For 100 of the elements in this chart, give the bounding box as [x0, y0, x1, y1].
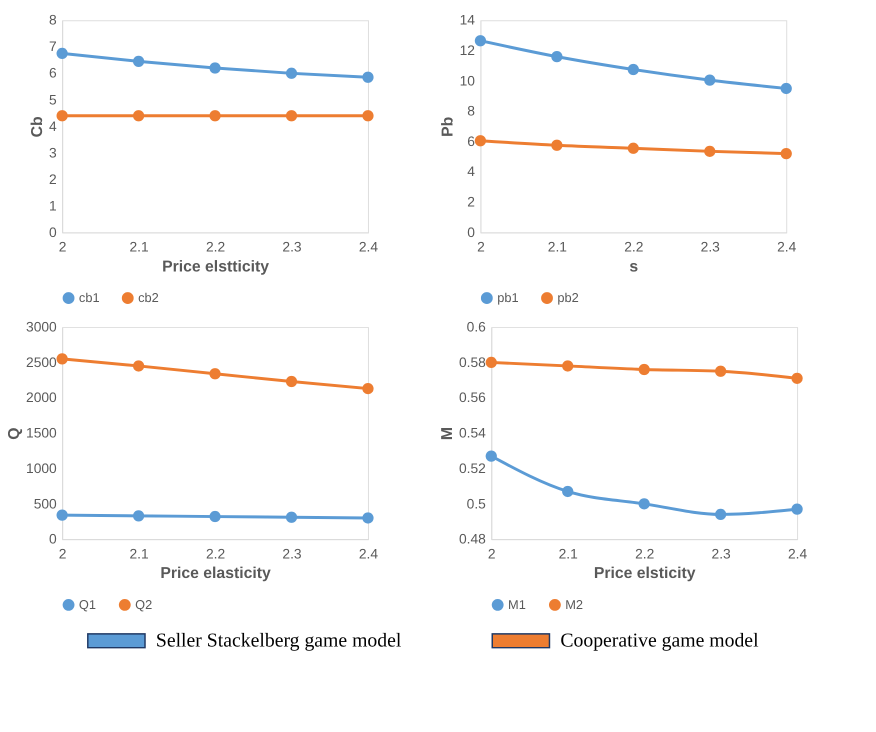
y-tick-label: 14 — [460, 12, 476, 28]
legend-label: Seller Stackelberg game model — [156, 630, 402, 652]
point — [56, 48, 68, 60]
legend-label: pb1 — [497, 290, 519, 306]
point — [791, 372, 803, 384]
point — [780, 148, 792, 160]
y-tick-label: 0 — [49, 224, 58, 240]
legend-label: pb2 — [557, 290, 579, 306]
y-tick-label: 0.58 — [458, 354, 486, 370]
y-axis-title: Pb — [440, 116, 457, 137]
y-axis-title: M — [439, 427, 456, 440]
x-tick-label: 2.2 — [206, 238, 226, 255]
point — [286, 376, 298, 388]
x-tick-label: 2.3 — [282, 238, 302, 255]
y-tick-label: 4 — [49, 118, 58, 134]
y-tick-label: 3000 — [26, 318, 58, 335]
point — [474, 35, 486, 46]
x-tick-label: 2.3 — [700, 238, 720, 255]
y-tick-label: 6 — [467, 132, 476, 149]
y-tick-label: 1500 — [26, 424, 58, 441]
point — [486, 450, 497, 462]
point — [704, 74, 716, 86]
x-tick-label: 2.4 — [358, 545, 378, 562]
point — [551, 140, 562, 151]
point — [209, 62, 221, 74]
point — [562, 360, 574, 372]
y-tick-label: 0.56 — [458, 389, 486, 406]
point — [628, 64, 639, 76]
y-tick-label: 2 — [49, 170, 57, 187]
x-tick-label: 2.4 — [788, 545, 808, 562]
y-tick-label: 2000 — [26, 389, 58, 406]
point — [562, 486, 574, 498]
x-axis-title: Price elsticity — [594, 565, 696, 582]
point — [780, 82, 792, 94]
y-tick-label: 0 — [467, 224, 476, 240]
point — [132, 360, 144, 372]
legend-label: cb1 — [78, 290, 100, 306]
y-axis-title: Cb — [29, 116, 46, 138]
legend-label: Q1 — [78, 596, 96, 612]
y-tick-label: 0.6 — [466, 318, 486, 335]
y-tick-label: 4 — [467, 163, 476, 180]
y-tick-label: 10 — [460, 72, 476, 88]
point — [791, 504, 803, 515]
y-tick-label: 0.5 — [466, 495, 486, 512]
x-tick-label: 2.3 — [282, 545, 302, 562]
x-tick-label: 2.1 — [558, 545, 578, 562]
point — [715, 366, 726, 377]
point — [56, 510, 68, 521]
x-axis-title: Price elasticity — [160, 565, 271, 582]
y-axis-title: Q — [6, 427, 24, 440]
point — [209, 368, 221, 380]
point — [474, 135, 486, 146]
legend-label: cb2 — [138, 290, 159, 306]
x-tick-label: 2.2 — [624, 238, 644, 255]
point — [286, 110, 298, 122]
x-tick-label: 2.2 — [206, 545, 226, 562]
y-tick-label: 2 — [467, 194, 475, 210]
point — [132, 56, 144, 67]
point — [715, 508, 726, 520]
legend-label: M1 — [508, 596, 526, 612]
point — [132, 510, 144, 522]
point — [486, 356, 497, 368]
y-tick-label: 12 — [460, 42, 475, 58]
point — [56, 110, 68, 122]
x-axis-title: s — [629, 258, 638, 276]
point — [209, 110, 221, 122]
y-tick-label: 2500 — [26, 354, 58, 370]
point — [551, 51, 562, 62]
point — [362, 110, 374, 122]
x-tick-label: 2.4 — [358, 238, 378, 255]
point — [56, 353, 68, 364]
y-tick-label: 0 — [49, 530, 58, 547]
y-tick-label: 5 — [49, 91, 58, 108]
y-tick-label: 1000 — [26, 460, 58, 476]
point — [638, 364, 650, 376]
point — [704, 146, 716, 157]
point — [286, 512, 298, 523]
legend-label: Cooperative game model — [560, 630, 760, 652]
y-tick-label: 6 — [49, 64, 58, 81]
x-tick-label: 2.1 — [130, 238, 149, 255]
point — [362, 72, 374, 83]
point — [362, 382, 374, 394]
y-tick-label: 3 — [49, 144, 58, 160]
x-axis-title: Price elstticity — [162, 258, 270, 276]
y-tick-label: 8 — [467, 102, 476, 119]
legend-label: M2 — [565, 596, 584, 612]
point — [132, 110, 144, 122]
point — [638, 498, 650, 510]
y-tick-label: 500 — [34, 495, 58, 512]
legend-label: Q2 — [135, 596, 152, 612]
y-tick-label: 1 — [49, 197, 57, 214]
y-tick-label: 0.52 — [458, 460, 486, 476]
x-tick-label: 2.1 — [548, 238, 567, 255]
x-tick-label: 2.1 — [130, 545, 149, 562]
x-tick-label: 2.2 — [635, 545, 654, 562]
point — [628, 142, 639, 154]
point — [209, 510, 221, 522]
y-tick-label: 0.48 — [458, 530, 486, 547]
point — [362, 512, 374, 524]
x-tick-label: 2.4 — [777, 238, 797, 255]
